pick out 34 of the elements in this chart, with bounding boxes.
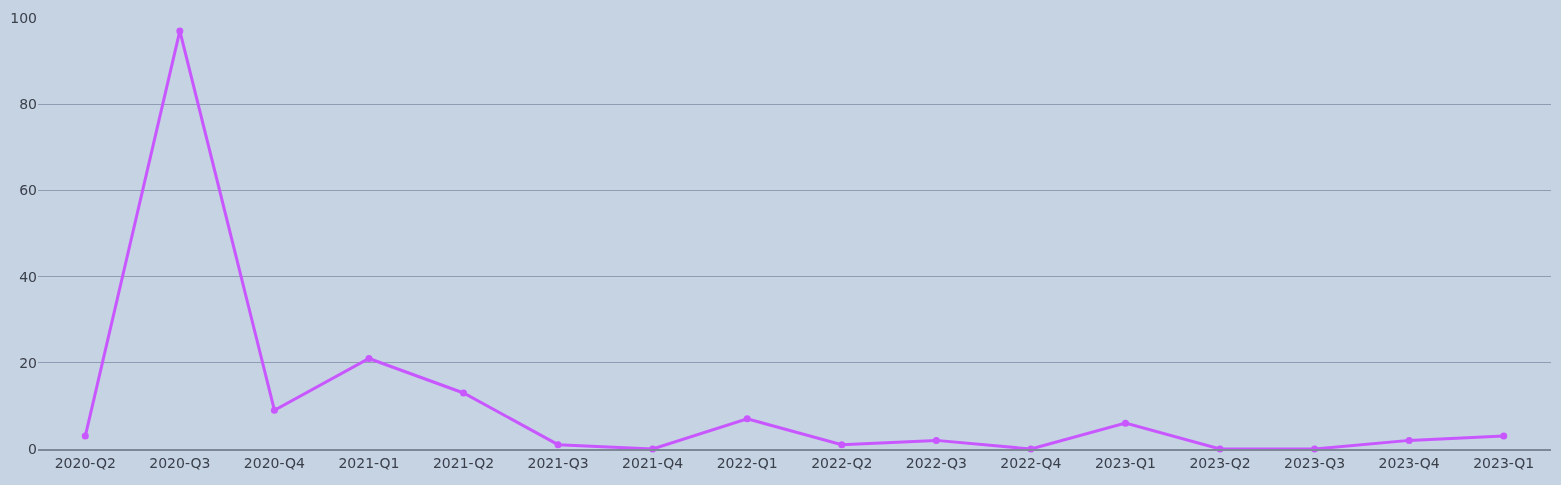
y-tick-label: 60 bbox=[19, 182, 37, 199]
x-tick-label: 2023-Q3 bbox=[1284, 454, 1346, 471]
point bbox=[1500, 432, 1508, 440]
x-tick-label: 2021-Q2 bbox=[432, 454, 495, 471]
x-tick-label: 2020-Q4 bbox=[243, 454, 306, 471]
point bbox=[1405, 436, 1413, 444]
x-tick-label: 2023-Q1 bbox=[1094, 454, 1157, 471]
point bbox=[176, 27, 184, 35]
point bbox=[838, 441, 846, 449]
point bbox=[365, 354, 373, 362]
x-tick-label: 2022-Q4 bbox=[1000, 454, 1062, 471]
x-tick-label: 2021-Q1 bbox=[338, 454, 400, 471]
point bbox=[81, 432, 89, 440]
x-tick-label: 2021-Q3 bbox=[527, 454, 589, 471]
x-tick-label: 2022-Q2 bbox=[811, 454, 873, 471]
point bbox=[460, 389, 468, 397]
point bbox=[270, 406, 278, 414]
x-tick-label: 2023-Q1 bbox=[1473, 454, 1535, 471]
y-tick-label: 0 bbox=[28, 440, 37, 457]
y-tick-label: 20 bbox=[19, 354, 37, 371]
y-tick-label: 40 bbox=[19, 268, 37, 285]
point bbox=[554, 441, 562, 449]
x-tick-label: 2022-Q1 bbox=[716, 454, 778, 471]
x-tick-label: 2021-Q4 bbox=[622, 454, 684, 471]
x-tick-label: 2023-Q2 bbox=[1189, 454, 1251, 471]
x-tick-label: 2023-Q4 bbox=[1378, 454, 1440, 471]
point bbox=[1121, 419, 1129, 427]
x-tick-label: 2020-Q3 bbox=[149, 454, 211, 471]
x-tick-label: 2022-Q3 bbox=[905, 454, 967, 471]
point bbox=[743, 415, 751, 423]
y-tick-label: 100 bbox=[10, 9, 37, 26]
y-tick-label: 80 bbox=[19, 96, 37, 113]
point bbox=[932, 436, 940, 444]
x-tick-label: 2020-Q2 bbox=[54, 454, 116, 471]
